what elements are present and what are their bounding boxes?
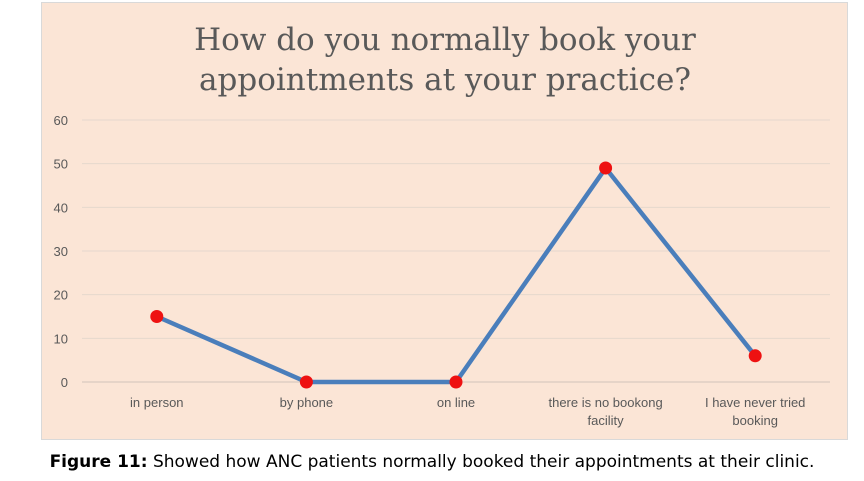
data-point (599, 161, 613, 175)
y-tick-label: 10 (54, 331, 68, 346)
chart-title-line-2: appointments at your practice? (199, 62, 691, 98)
caption-label: Figure 11: (49, 452, 148, 472)
line-chart: How do you normally book your appointmen… (54, 22, 830, 428)
series (150, 161, 762, 389)
y-tick-label: 0 (61, 375, 68, 390)
data-point (299, 375, 313, 389)
y-tick-label: 30 (54, 244, 68, 259)
y-tick-label: 50 (54, 157, 68, 172)
gridlines (82, 119, 830, 383)
caption-text: Showed how ANC patients normally booked … (147, 452, 815, 472)
x-tick-label: on line (437, 395, 475, 410)
data-point (449, 375, 463, 389)
x-tick-label: there is no bookong facility (548, 395, 662, 428)
x-axis: in person by phone on line there is no book… (130, 395, 805, 428)
x-tick-label: in person (130, 395, 183, 410)
x-tick-label: by phone (280, 395, 334, 410)
x-tick-label: I have never tried booking (705, 395, 805, 428)
y-tick-label: 20 (54, 288, 68, 303)
chart-title-line-1: How do you normally book your (194, 22, 696, 58)
data-point (748, 349, 762, 363)
y-tick-label: 60 (54, 113, 68, 128)
chart-area (41, 2, 848, 440)
y-tick-label: 40 (54, 200, 68, 215)
data-point (150, 310, 164, 323)
y-axis: 0 10 20 30 40 50 60 (54, 113, 68, 390)
figure-caption: Figure 11: Showed how ANC patients norma… (0, 452, 864, 472)
series-line (154, 165, 758, 385)
